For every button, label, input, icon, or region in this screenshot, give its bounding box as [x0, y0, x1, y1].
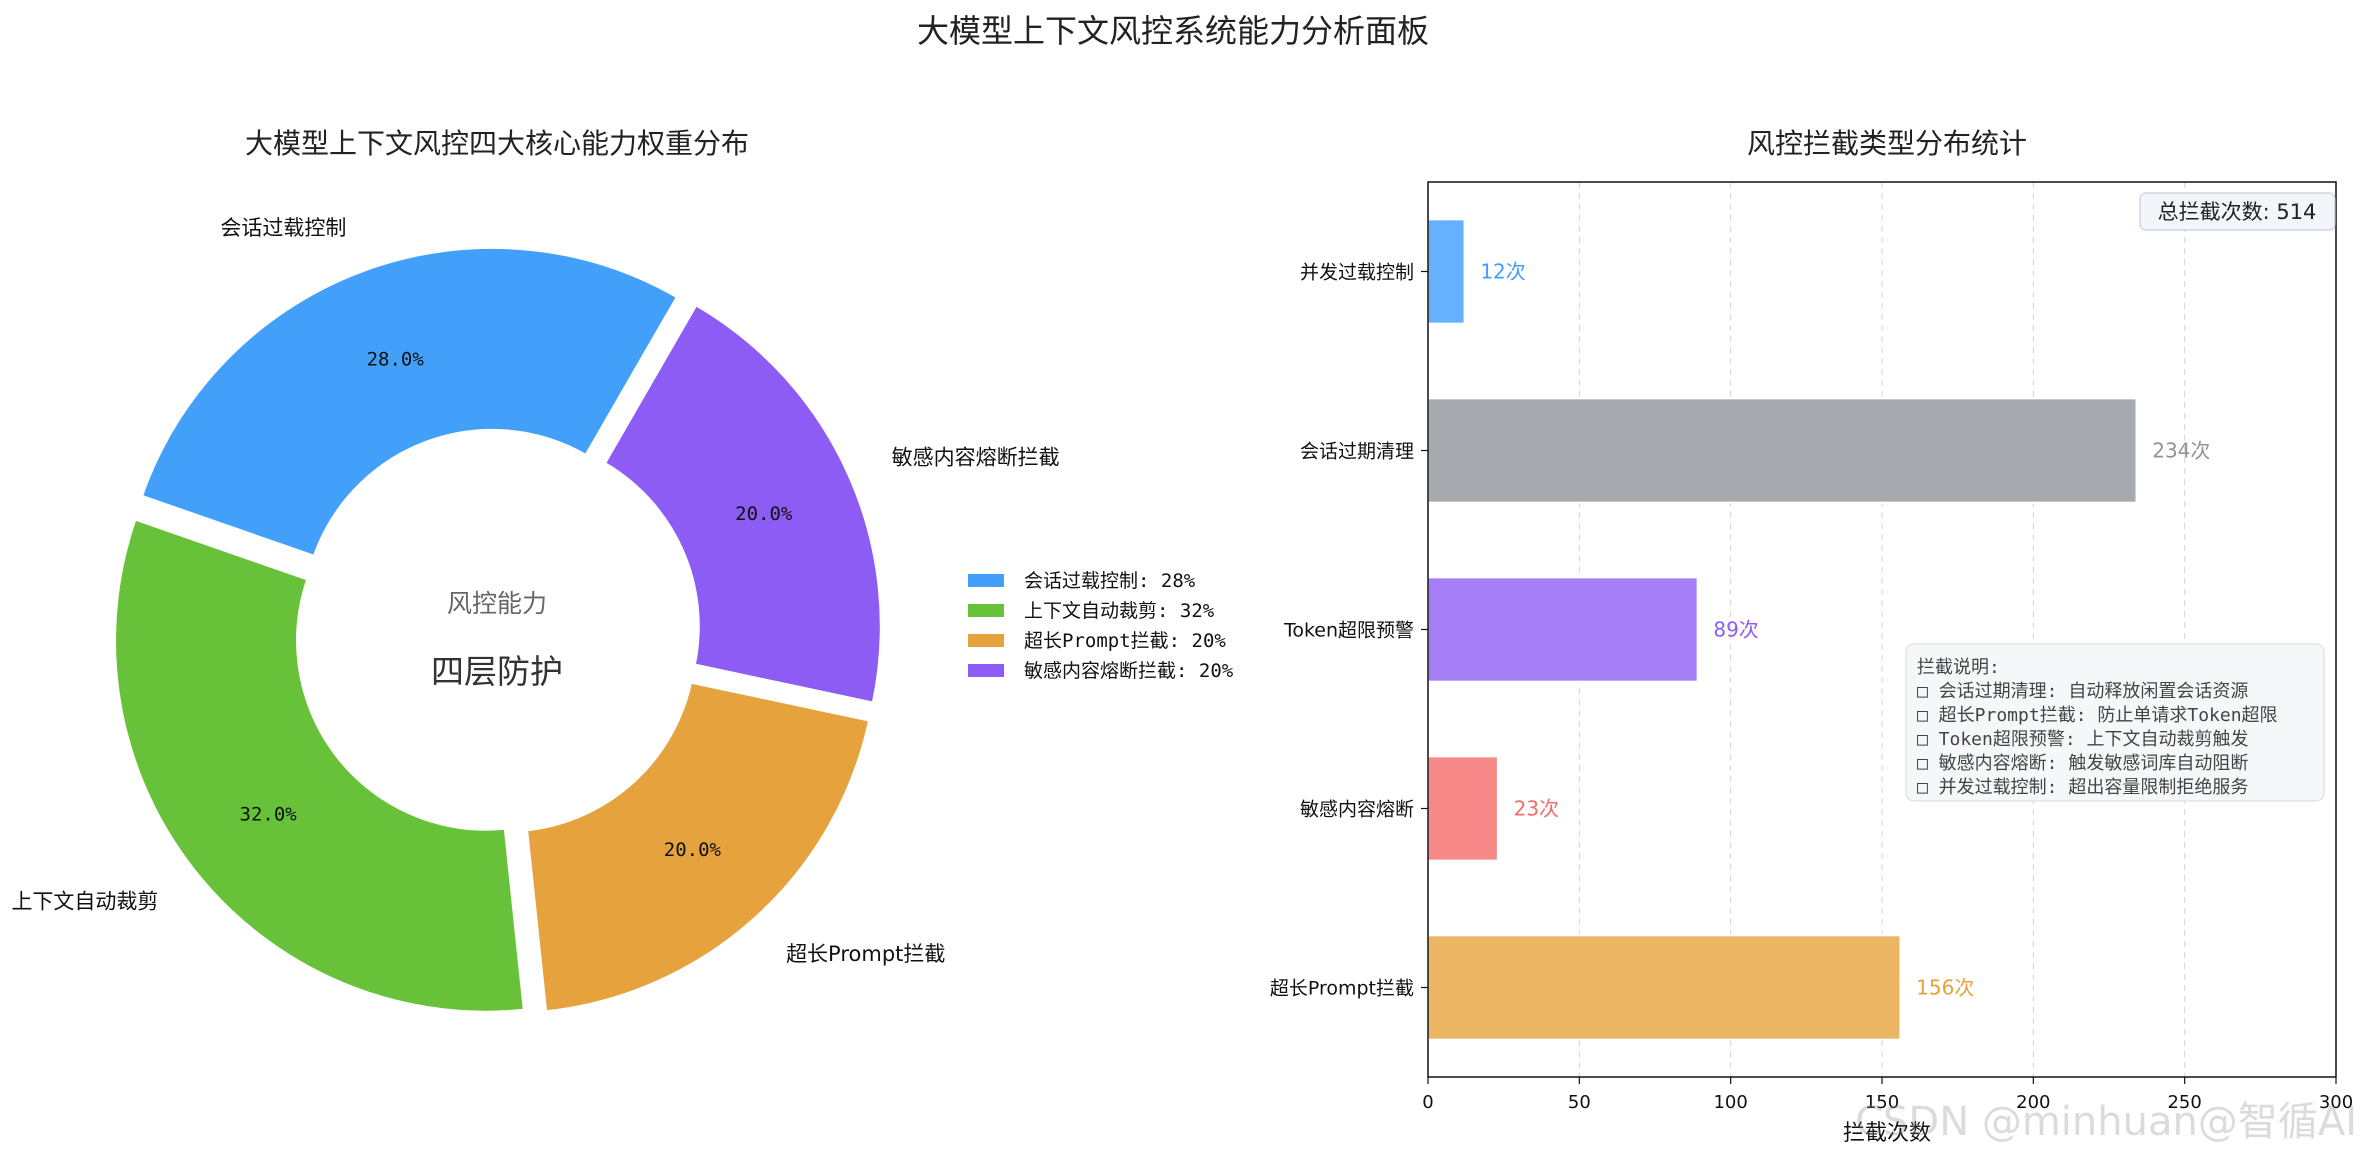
x-tick-label: 200: [2016, 1092, 2050, 1113]
bar-value-label: 156次: [1916, 976, 1974, 1000]
notes-title: 拦截说明:: [1917, 657, 2000, 678]
donut-legend: 会话过载控制: 28% 上下文自动裁剪: 32% 超长Prompt拦截: 20% 敏感…: [968, 570, 1234, 682]
total-box: 总拦截次数: 514: [2139, 192, 2336, 231]
donut-center-line2: 四层防护: [431, 652, 563, 691]
x-tick-label: 100: [1713, 1092, 1747, 1113]
legend-entry: 超长Prompt拦截: 20%: [1024, 630, 1226, 652]
y-tick-label: 超长Prompt拦截: [1270, 978, 1414, 1000]
y-tick-label: Token超限预警: [1283, 620, 1414, 642]
bar-value-label: 234次: [2152, 439, 2210, 463]
donut-slice-label: 超长Prompt拦截: [786, 942, 945, 966]
donut-pct-label: 20.0%: [735, 503, 793, 525]
legend-swatch: [968, 664, 1004, 677]
bar: [1427, 576, 1699, 683]
donut-slice: [601, 301, 884, 707]
x-tick-label: 50: [1568, 1092, 1591, 1113]
donut-slice-label: 敏感内容熔断拦截: [892, 445, 1060, 469]
notes-item: □ Token超限预警: 上下文自动裁剪触发: [1917, 729, 2249, 750]
donut-pct-label: 28.0%: [367, 348, 425, 370]
donut-title: 大模型上下文风控四大核心能力权重分布: [245, 127, 749, 160]
bar-chart-title: 风控拦截类型分布统计: [1747, 127, 2027, 160]
donut-center-line1: 风控能力: [447, 589, 547, 618]
legend-entry: 敏感内容熔断拦截: 20%: [1024, 660, 1234, 682]
notes-item: □ 敏感内容熔断: 触发敏感词库自动阻断: [1917, 753, 2248, 774]
donut-slice-label: 上下文自动裁剪: [11, 889, 158, 913]
x-tick-label: 0: [1422, 1092, 1433, 1113]
notes-item: □ 并发过载控制: 超出容量限制拒绝服务: [1917, 777, 2248, 798]
legend-swatch: [968, 604, 1004, 617]
legend-swatch: [968, 634, 1004, 647]
bar: [1427, 755, 1499, 862]
legend-entry: 上下文自动裁剪: 32%: [1024, 600, 1215, 622]
y-tick-label: 会话过期清理: [1300, 441, 1414, 463]
donut-slice: [523, 679, 873, 1015]
donut-chart: 大模型上下文风控四大核心能力权重分布 会话过载控制 28.0% 上下文自动裁剪 32.…: [11, 127, 1234, 1015]
notes-item: □ 会话过期清理: 自动释放闲置会话资源: [1917, 681, 2248, 702]
donut-slice: [112, 515, 528, 1015]
legend-entry: 会话过载控制: 28%: [1024, 570, 1196, 592]
x-tick-label: 150: [1865, 1092, 1899, 1113]
donut-slice-label: 会话过载控制: [220, 216, 346, 240]
bar-chart: 风控拦截类型分布统计 12次 234次 89次 23次 156次 0 50 100 150 20…: [1270, 127, 2353, 1146]
legend-swatch: [968, 574, 1004, 587]
y-tick-label: 敏感内容熔断: [1300, 799, 1414, 821]
x-tick-label: 300: [2319, 1092, 2353, 1113]
donut-pct-label: 32.0%: [240, 803, 298, 825]
notes-box: 拦截说明: □ 会话过期清理: 自动释放闲置会话资源 □ 超长Prompt拦截: …: [1905, 643, 2325, 802]
bar-value-label: 23次: [1514, 797, 1559, 821]
watermark: CSDN @minhuan@智循AI: [1855, 1099, 2357, 1145]
bar: [1427, 397, 2137, 504]
donut-pct-label: 20.0%: [664, 839, 722, 861]
page-title: 大模型上下文风控系统能力分析面板: [917, 12, 1429, 50]
x-axis-label: 拦截次数: [1843, 1121, 1931, 1146]
notes-item: □ 超长Prompt拦截: 防止单请求Token超限: [1917, 705, 2278, 726]
total-count-label: 总拦截次数: 514: [2158, 200, 2317, 224]
bar: [1427, 934, 1901, 1041]
x-tick-label: 250: [2167, 1092, 2201, 1113]
bar-value-label: 12次: [1480, 260, 1525, 284]
bar: [1427, 218, 1466, 325]
y-tick-label: 并发过载控制: [1300, 262, 1414, 284]
bar-value-label: 89次: [1713, 618, 1758, 642]
donut-slice: [138, 244, 681, 560]
